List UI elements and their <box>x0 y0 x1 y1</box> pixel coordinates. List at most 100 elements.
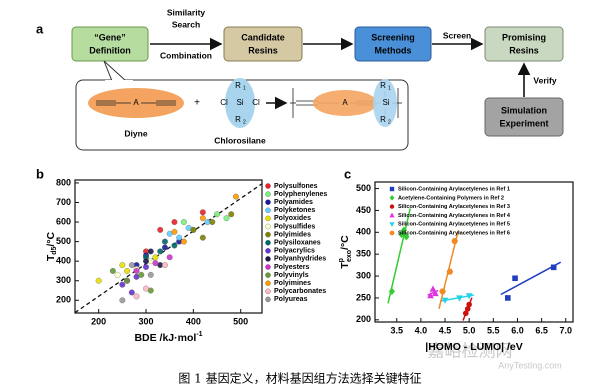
label-sub: d5 <box>51 246 58 254</box>
y-tick-label: 200 <box>356 314 371 324</box>
node-text: Simulation <box>501 105 547 115</box>
legend-marker <box>389 230 395 236</box>
point <box>133 293 140 300</box>
atom: Si <box>236 98 243 107</box>
legend-label: Polyoxides <box>274 215 311 222</box>
point <box>143 258 149 265</box>
point <box>171 219 178 226</box>
silane-ellipse <box>225 78 255 128</box>
atom-sub: 1 <box>243 85 246 91</box>
atom: A <box>342 98 348 107</box>
atom: A <box>133 98 139 107</box>
point <box>147 271 154 278</box>
y-tick-label: 500 <box>356 183 371 193</box>
legend-marker <box>265 264 271 270</box>
point <box>199 234 206 241</box>
chart: c 3.5 4.0 4.5 5.0 5.5 6.0 6.5 7.0 200 250 300 350 400… <box>338 166 574 353</box>
watermark: 嘉峪检测网 <box>428 341 513 360</box>
label-part: T <box>339 262 351 269</box>
point <box>466 301 472 308</box>
point <box>180 238 187 245</box>
edge-label: Search <box>172 19 200 29</box>
panel-label: b <box>36 166 44 181</box>
point <box>138 271 145 278</box>
y-tick-label: 400 <box>356 227 371 237</box>
node-text: Methods <box>375 45 412 55</box>
legend-marker <box>265 231 271 238</box>
node-text: Resins <box>509 45 539 55</box>
node-text: Screening <box>371 32 415 42</box>
atom: R <box>235 115 241 124</box>
x-tick-label: 300 <box>138 316 153 326</box>
legend-label: Polyketones <box>274 207 315 214</box>
legend-label: Acetylene-Containing Polymers in Ref 2 <box>398 195 504 201</box>
y-tick-label: 400 <box>56 256 71 266</box>
legend-marker <box>265 183 271 189</box>
point <box>124 267 131 274</box>
atom: Cl <box>252 98 260 107</box>
y-tick-label: 500 <box>56 236 71 246</box>
x-tick-label: 5.0 <box>463 325 476 335</box>
point <box>171 242 178 249</box>
legend-label: Polyanhydrides <box>274 256 326 263</box>
legend-label: Silicon-Containing Arylacetylenes in Ref… <box>398 230 510 236</box>
point <box>95 277 102 284</box>
legend-marker <box>265 248 271 254</box>
point <box>446 268 454 275</box>
legend-label: Polyamides <box>274 199 313 206</box>
legend-marker <box>265 191 271 197</box>
fit-line <box>500 261 562 296</box>
legend-marker <box>265 256 271 262</box>
legend-marker <box>265 280 271 286</box>
y-tick-label: 300 <box>356 270 371 280</box>
atom-sub: 1 <box>388 85 391 91</box>
y-tick-label: 350 <box>356 249 371 259</box>
point <box>119 281 126 288</box>
legend-marker <box>389 222 395 228</box>
label-part: |HOMO - LUMO| /eV <box>425 341 522 353</box>
point <box>199 215 206 222</box>
plot-frame <box>74 179 263 314</box>
plot-frame <box>374 181 574 323</box>
point <box>223 215 230 222</box>
label-part: T <box>45 254 57 261</box>
label-sup: -1 <box>196 331 202 338</box>
point <box>464 306 471 312</box>
point <box>505 295 511 301</box>
legend-label: Silicon-Containing Arylacetylenes in Ref… <box>398 204 510 210</box>
y-tick-label: 450 <box>356 205 371 215</box>
legend-label: Silicon-Containing Arylacetylenes in Ref… <box>398 213 511 219</box>
label-sub: exo <box>346 250 353 262</box>
point <box>388 287 395 296</box>
legend-label: Polysulfones <box>274 183 318 190</box>
silane-ellipse <box>373 79 397 127</box>
legend-marker <box>265 223 271 230</box>
legend-label: Polyimines <box>274 280 311 287</box>
legend-label: Polyureas <box>274 296 308 303</box>
node-box <box>484 97 564 137</box>
legend-label: Polysulfides <box>274 223 315 230</box>
x-tick-label: 6.0 <box>511 325 524 335</box>
chart: b 200 300 400 500 200 300 400 500 600 700 800 BDE /k… <box>36 166 327 343</box>
x-tick-label: 4.5 <box>439 325 452 335</box>
point <box>465 293 473 300</box>
atom: R <box>235 81 241 90</box>
point <box>456 295 463 302</box>
edge-label: Screen <box>443 30 471 40</box>
atom: R <box>380 115 386 124</box>
point <box>143 285 149 292</box>
edge-label: Combination <box>160 50 212 60</box>
label-part: /°C <box>339 235 351 250</box>
diagram: a “Gene” Definition Candidate Resins Scr… <box>36 7 564 151</box>
legend-marker <box>389 204 395 209</box>
x-tick-label: 7.0 <box>559 325 572 335</box>
point <box>512 275 518 282</box>
atom: Cl <box>220 98 228 107</box>
points <box>387 208 562 321</box>
x-tick-label: 6.5 <box>535 325 548 335</box>
legend-label: Silicon-Containing Arylacetylenes in Ref… <box>398 186 510 192</box>
node-text: Candidate <box>241 32 285 42</box>
point <box>199 209 206 216</box>
legend-marker <box>265 272 271 278</box>
node-box <box>71 26 149 62</box>
